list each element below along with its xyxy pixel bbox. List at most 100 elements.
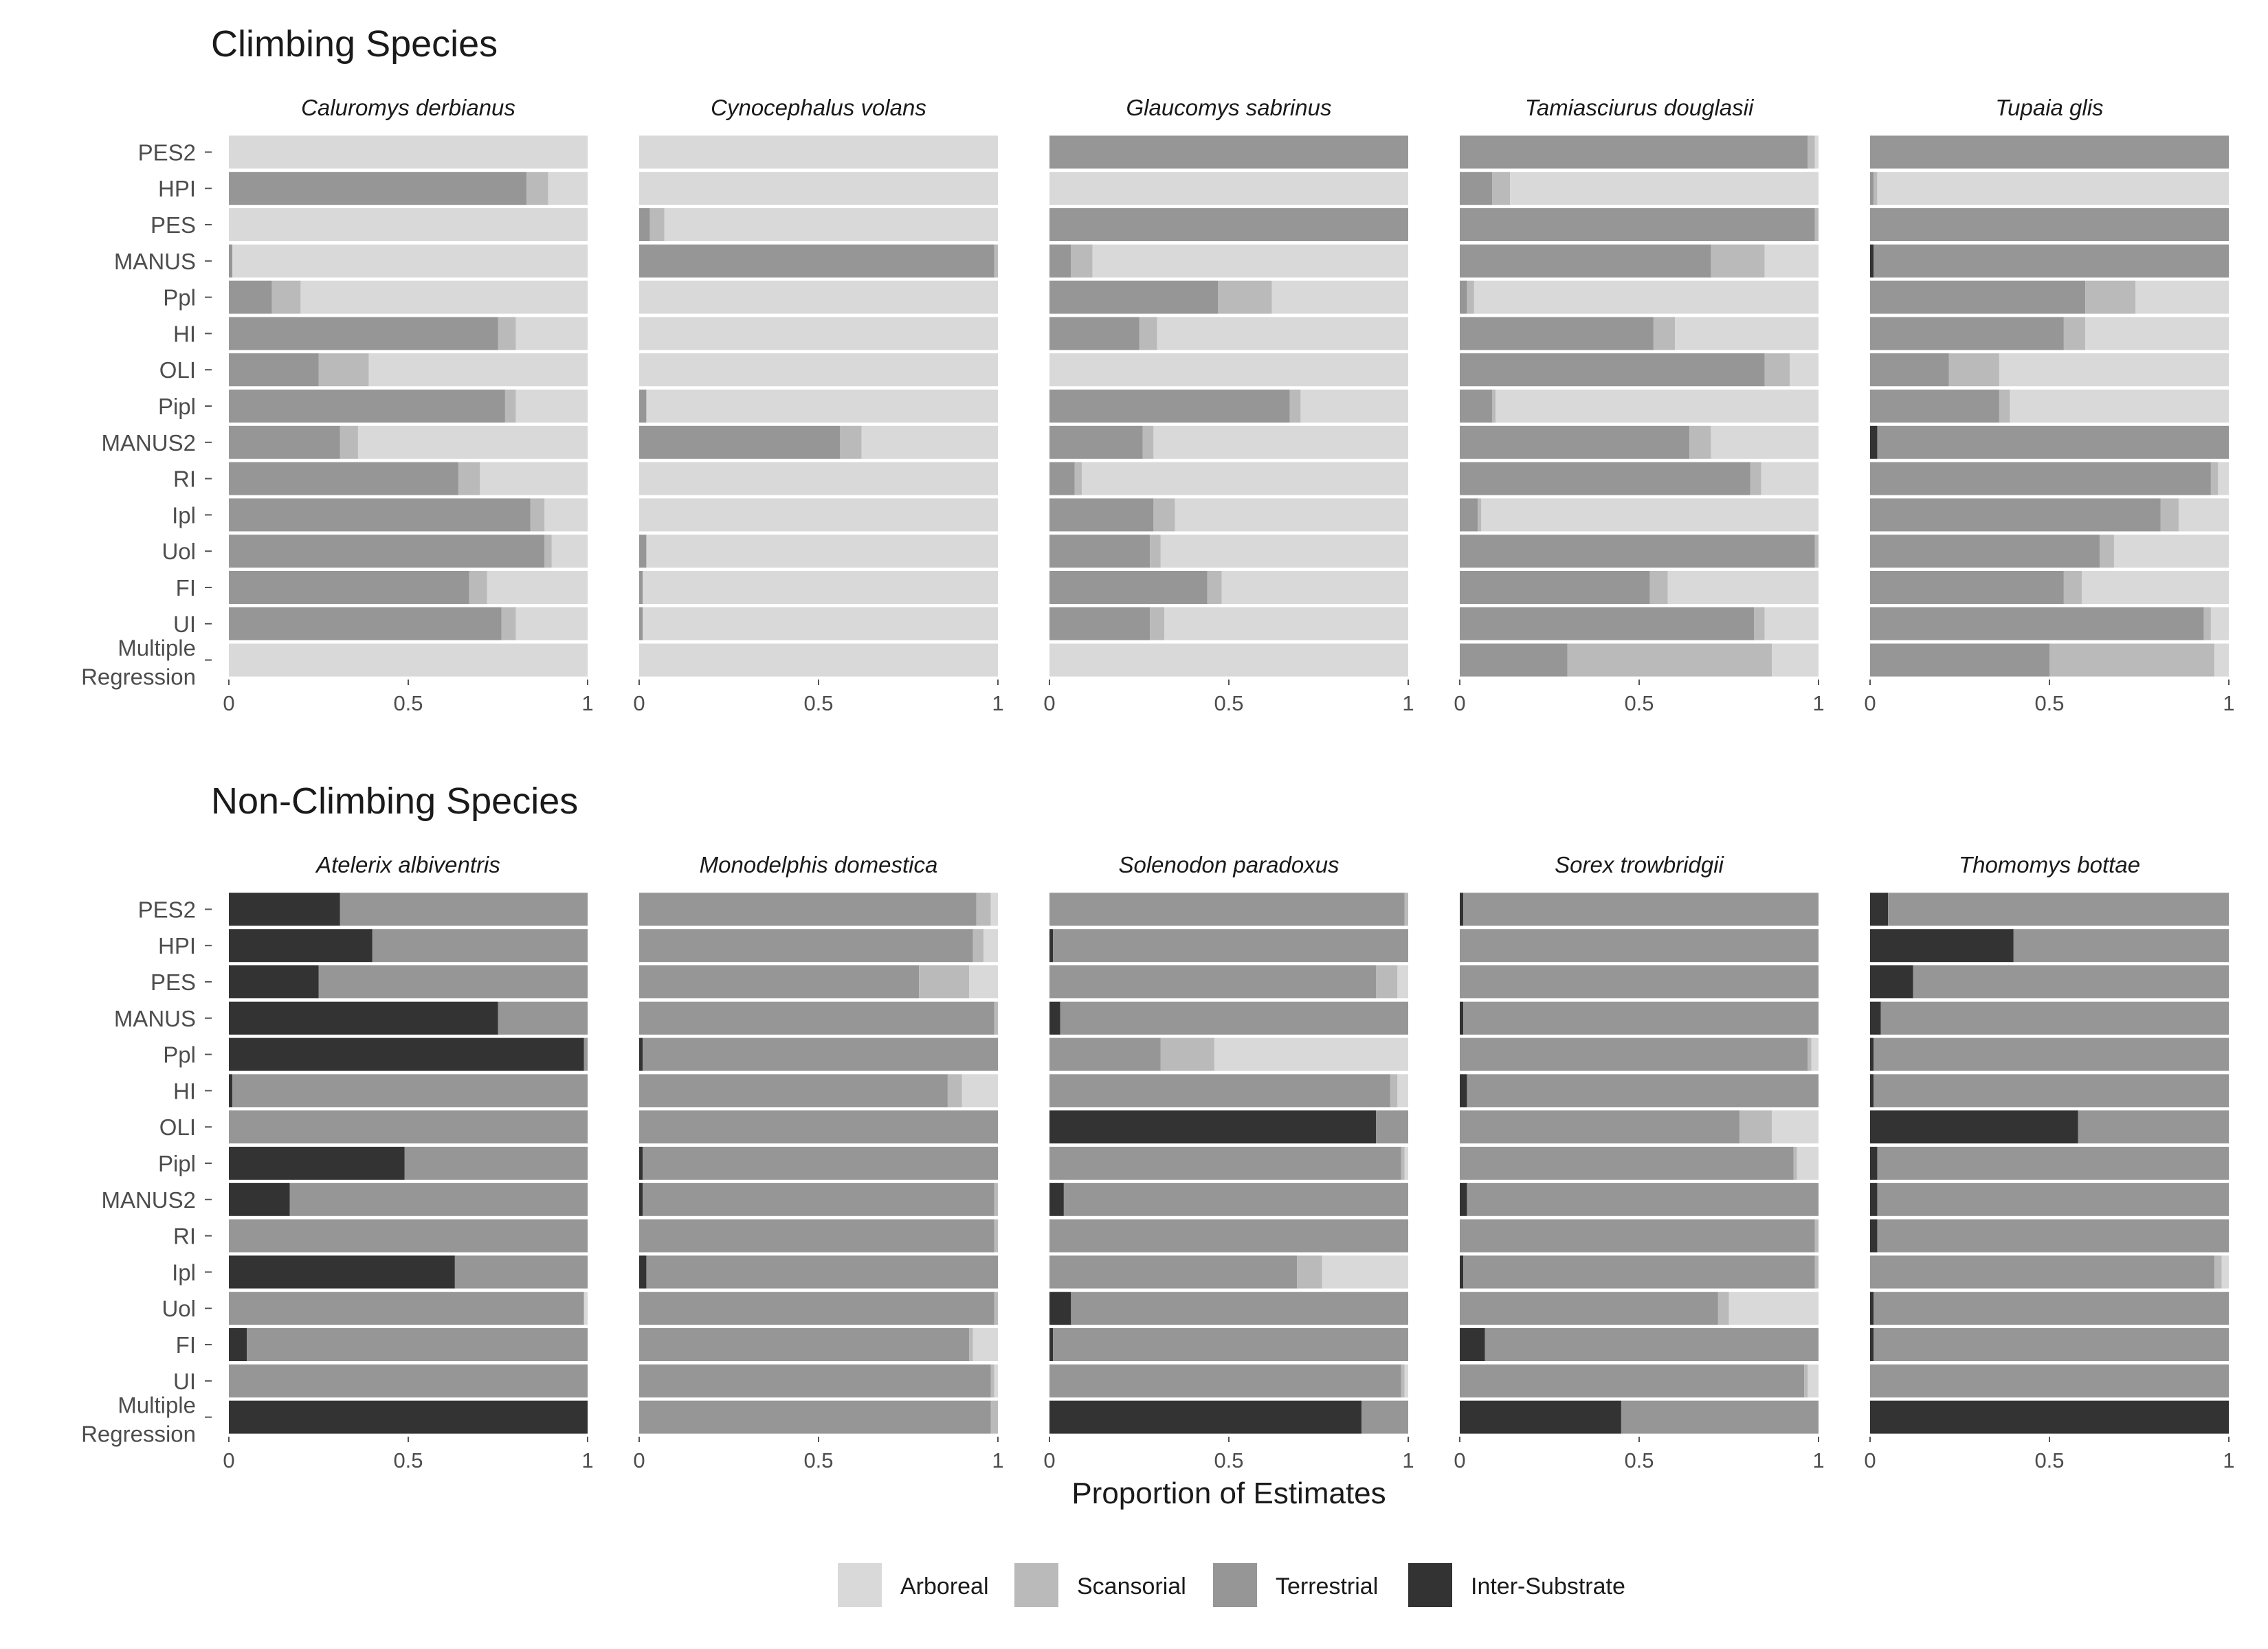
bar-segment: [1874, 172, 1878, 205]
bar-segment: [1764, 607, 1819, 640]
panel-title: Tamiasciurus douglasii: [1525, 95, 1755, 120]
bar-segment: [994, 244, 998, 278]
bar-segment: [530, 498, 545, 532]
bar-segment: [1150, 535, 1161, 568]
x-tick-label: 1: [1402, 691, 1414, 715]
x-tick-label: 1: [992, 691, 1003, 715]
y-tick-label: PES: [151, 212, 196, 238]
bar-segment: [229, 965, 319, 998]
bar-segment: [1460, 353, 1765, 387]
bar-segment: [229, 135, 588, 169]
bar-segment: [643, 1182, 994, 1216]
bar-segment: [2063, 317, 2086, 350]
bar-segment: [639, 1001, 994, 1035]
x-tick-label: 0.5: [2034, 1448, 2064, 1472]
bar-segment: [2010, 390, 2229, 423]
bar-segment: [1793, 1147, 1797, 1180]
bar-segment: [1460, 1255, 1464, 1289]
bar-segment: [646, 535, 998, 568]
y-tick-label: UI: [173, 1369, 196, 1394]
bar-segment: [1999, 390, 2010, 423]
bar-segment: [972, 929, 984, 963]
bar-segment: [1049, 535, 1150, 568]
bar-segment: [1404, 893, 1408, 926]
bar-segment: [229, 1219, 588, 1253]
bar-segment: [994, 1001, 998, 1035]
bar-segment: [1667, 571, 1819, 604]
bar-segment: [229, 462, 459, 495]
bar-segment: [551, 535, 588, 568]
bar-segment: [994, 1364, 998, 1398]
bar-segment: [1049, 1037, 1161, 1071]
x-tick-label: 0: [223, 691, 234, 715]
bar-segment: [1711, 244, 1765, 278]
bar-segment: [289, 1182, 588, 1216]
bar-segment: [1467, 280, 1474, 314]
bar-segment: [300, 280, 588, 314]
y-tick-label: Ppl: [163, 285, 196, 311]
bar-segment: [232, 1074, 588, 1108]
bar-segment: [458, 462, 480, 495]
bar-segment: [2160, 498, 2179, 532]
x-tick-label: 0.5: [1624, 1448, 1654, 1472]
bar-segment: [990, 893, 998, 926]
x-tick-label: 0: [633, 691, 645, 715]
bar-segment: [2063, 571, 2082, 604]
bar-segment: [1397, 965, 1408, 998]
bar-segment: [639, 1328, 970, 1361]
x-tick-label: 1: [581, 691, 593, 715]
bar-segment: [1870, 929, 2014, 963]
bar-segment: [969, 1328, 973, 1361]
bar-segment: [340, 425, 358, 459]
bar-segment: [639, 280, 998, 314]
bar-segment: [1049, 1364, 1401, 1398]
bar-segment: [515, 390, 588, 423]
bar-segment: [1870, 1147, 1878, 1180]
bar-segment: [1491, 390, 1496, 423]
bar-segment: [990, 1364, 994, 1398]
bar-segment: [639, 929, 973, 963]
bar-segment: [1948, 353, 1999, 387]
bar-segment: [1049, 571, 1208, 604]
bar-segment: [1870, 425, 1878, 459]
bar-segment: [504, 390, 516, 423]
bar-segment: [2049, 643, 2215, 677]
bar-segment: [639, 1219, 994, 1253]
y-tick-label: PES2: [138, 139, 196, 165]
bar-segment: [639, 1364, 991, 1398]
y-tick-label: PES: [151, 969, 196, 995]
bar-segment: [1049, 1001, 1060, 1035]
bar-segment: [861, 425, 998, 459]
bar-segment: [1689, 425, 1711, 459]
bar-segment: [994, 1219, 998, 1253]
bar-segment: [229, 1255, 455, 1289]
y-tick-label: Regression: [81, 1422, 196, 1447]
bar-segment: [1870, 317, 2064, 350]
bar-segment: [1049, 353, 1408, 387]
y-tick-label: MANUS2: [101, 1187, 196, 1213]
bar-segment: [1460, 929, 1819, 963]
bar-segment: [318, 965, 588, 998]
bar-segment: [994, 1292, 998, 1325]
bar-segment: [639, 208, 650, 241]
bar-segment: [1049, 893, 1405, 926]
bar-segment: [515, 317, 588, 350]
bar-segment: [643, 571, 998, 604]
bar-segment: [1814, 208, 1819, 241]
y-tick-label: HPI: [158, 933, 196, 958]
bar-segment: [649, 208, 665, 241]
panel-title: Tupaia glis: [1995, 95, 2103, 120]
bar-segment: [318, 353, 369, 387]
bar-segment: [1874, 1074, 2229, 1108]
bar-segment: [643, 607, 998, 640]
x-tick-label: 0.5: [1214, 1448, 1243, 1472]
bar-segment: [994, 1182, 998, 1216]
bar-segment: [480, 462, 588, 495]
panel: Sorex trowbridgii 0 0.5 1: [1454, 852, 1824, 1472]
bar-segment: [1049, 607, 1150, 640]
bar-segment: [1150, 607, 1165, 640]
bar-segment: [1049, 244, 1071, 278]
bar-segment: [229, 1147, 405, 1180]
bar-segment: [229, 571, 469, 604]
